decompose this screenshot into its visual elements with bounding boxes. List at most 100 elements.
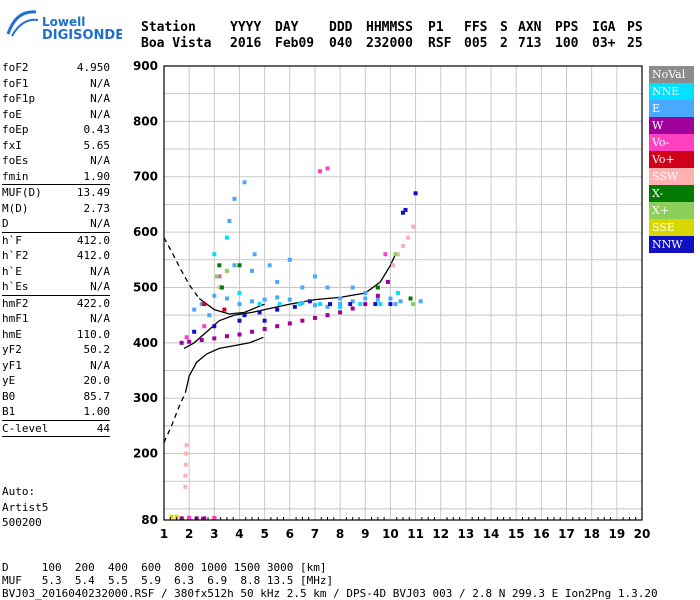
param-key: MUF(D) — [2, 186, 42, 199]
param-value: 0.43 — [83, 123, 111, 136]
echo-point — [212, 324, 217, 329]
param-row: B1 1.00 — [2, 404, 110, 421]
hdr-label-axn: AXN — [518, 20, 542, 35]
echo-point — [187, 339, 192, 344]
x-tick-label: 4 — [235, 527, 243, 541]
echo-point — [325, 166, 330, 171]
echo-point — [307, 299, 312, 304]
echo-point — [179, 516, 184, 521]
y-tick-label: 400 — [133, 336, 158, 350]
echo-point — [338, 296, 343, 301]
echo-point — [375, 297, 380, 302]
x-tick-label: 6 — [286, 527, 294, 541]
hdr-label-p1: P1 — [428, 20, 444, 35]
echo-point — [257, 302, 262, 307]
param-key: B1 — [2, 405, 16, 418]
echo-point — [202, 324, 207, 329]
echo-point — [187, 515, 192, 520]
echo-point — [262, 297, 267, 302]
chart-points — [169, 166, 423, 521]
echo-point — [184, 451, 189, 456]
param-row: foF1p N/A — [2, 91, 110, 107]
x-tick-label: 2 — [185, 527, 193, 541]
echo-point — [398, 299, 403, 304]
x-tick-label: 3 — [210, 527, 218, 541]
echo-point — [212, 336, 217, 341]
echo-point — [317, 302, 322, 307]
x-tick-label: 19 — [608, 527, 625, 541]
x-tick-label: 17 — [558, 527, 575, 541]
echo-point — [348, 302, 353, 307]
x-tick-label: 13 — [458, 527, 475, 541]
echo-point — [292, 304, 297, 309]
y-tick-label: 700 — [133, 170, 158, 184]
echo-point — [237, 291, 242, 295]
echo-point — [224, 268, 229, 273]
echo-point — [312, 274, 317, 279]
param-value: 50.2 — [83, 343, 111, 356]
echo-point — [375, 285, 380, 290]
echo-point — [325, 285, 330, 290]
echo-point — [262, 326, 267, 331]
echo-point — [277, 302, 282, 307]
echo-point — [395, 252, 400, 257]
legend-item-nnw: NNW — [649, 236, 694, 253]
param-key: fmin — [2, 169, 29, 183]
echo-point — [403, 207, 408, 212]
echo-point — [237, 302, 242, 307]
y-tick-label: 800 — [133, 114, 158, 128]
legend-item-w: W — [649, 117, 694, 134]
echo-point — [383, 252, 388, 257]
param-row: B0 85.7 — [2, 389, 110, 405]
distance-row: D 100 200 400 600 800 1000 1500 3000 [km… — [2, 561, 327, 574]
x-tick-label: 14 — [483, 527, 500, 541]
y-tick-label: 500 — [133, 280, 158, 294]
param-value: N/A — [90, 264, 110, 278]
param-row: h`Es N/A — [2, 279, 110, 296]
echo-point — [275, 324, 280, 329]
hdr-value-ps: 25 — [627, 36, 643, 51]
echo-point — [350, 306, 355, 311]
echo-point — [297, 302, 302, 307]
param-row: fxI 5.65 — [2, 138, 110, 154]
x-tick-label: 18 — [583, 527, 600, 541]
plot-frame — [163, 65, 643, 521]
param-row: hmE 110.0 — [2, 327, 110, 343]
param-key: M(D) — [2, 201, 29, 215]
hdr-value-axn: 713 — [518, 36, 542, 51]
echo-point — [174, 514, 179, 519]
echo-point — [338, 310, 343, 315]
echo-point — [257, 310, 262, 315]
echo-point — [413, 191, 418, 196]
hdr-label-ffs: FFS — [464, 20, 488, 35]
echo-point — [401, 243, 405, 248]
hdr-label-iga: IGA — [592, 20, 616, 35]
echo-point — [262, 318, 267, 323]
echo-point — [408, 296, 413, 301]
echo-point — [224, 296, 229, 301]
chart-grid — [164, 66, 642, 520]
muf-row: MUF 5.3 5.4 5.5 5.9 6.3 6.9 8.8 13.5 [MH… — [2, 574, 334, 587]
echo-point — [401, 210, 405, 215]
x-tick-label: 7 — [311, 527, 319, 541]
legend-item-x-plus: X+ — [649, 202, 694, 219]
param-row: fmin 1.90 — [2, 169, 110, 185]
echo-point — [217, 285, 222, 290]
echo-point — [250, 299, 255, 304]
param-value: N/A — [90, 280, 110, 293]
echo-point — [184, 335, 189, 340]
echo-point — [214, 274, 219, 279]
echo-point — [207, 313, 212, 318]
hdr-label-s: S — [500, 20, 508, 35]
x-tick-label: 8 — [336, 527, 344, 541]
param-row: h`F2 412.0 — [2, 248, 110, 264]
hdr-label-ddd: DDD — [329, 20, 353, 35]
param-value: N/A — [90, 217, 110, 230]
echo-point — [224, 235, 229, 240]
hdr-value-p1: RSF — [428, 36, 452, 51]
param-key: foEp — [2, 123, 29, 136]
echo-point — [363, 291, 368, 295]
x-tick-label: 9 — [361, 527, 369, 541]
param-key: yF1 — [2, 358, 22, 372]
